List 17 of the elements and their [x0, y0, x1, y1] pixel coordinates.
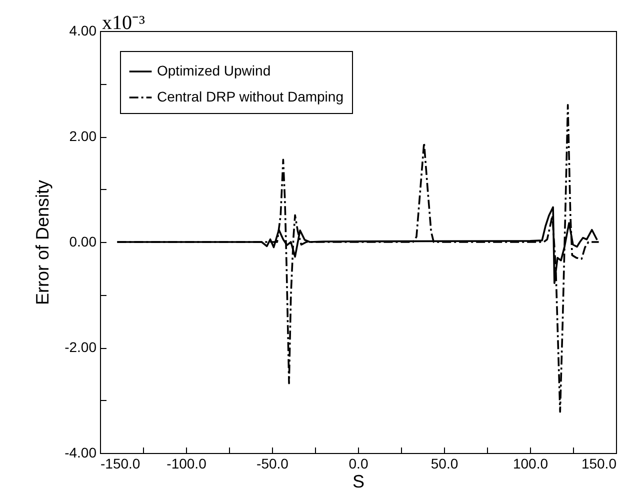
- x-tick-label: -150.0: [100, 456, 140, 472]
- y-tick-label: 2.00: [69, 128, 97, 144]
- x-axis-title: S: [352, 472, 365, 492]
- x-tick-label: 0.0: [348, 456, 368, 472]
- legend-label: Optimized Upwind: [157, 62, 271, 78]
- annotation: x10⁻³: [102, 12, 145, 34]
- y-tick-label: 4.00: [69, 22, 97, 38]
- x-tick-label: 150.0: [581, 456, 617, 472]
- y-axis-title: Error of Density: [32, 180, 53, 306]
- x-tick-label: -50.0: [256, 456, 289, 472]
- y-tick-label: -4.00: [64, 444, 97, 460]
- y-tick-label: -2.00: [64, 339, 97, 355]
- x-tick-label: 50.0: [430, 456, 458, 472]
- x-tick-label: -100.0: [166, 456, 207, 472]
- y-tick-label: 0.00: [69, 234, 97, 250]
- x-tick-label: 100.0: [512, 456, 548, 472]
- legend-label: Central DRP without Damping: [157, 88, 344, 104]
